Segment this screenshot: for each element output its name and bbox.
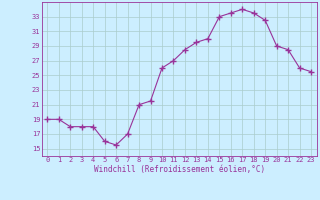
X-axis label: Windchill (Refroidissement éolien,°C): Windchill (Refroidissement éolien,°C) — [94, 165, 265, 174]
